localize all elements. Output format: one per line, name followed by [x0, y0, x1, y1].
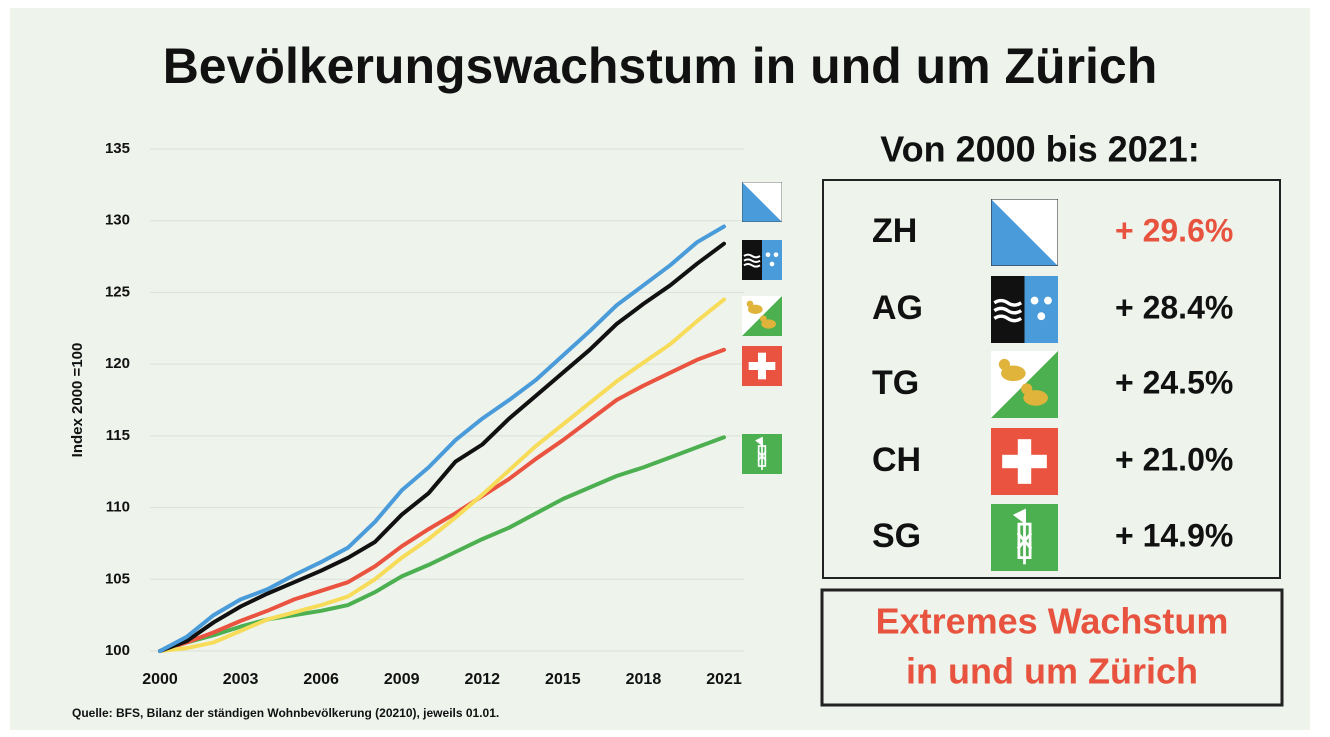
- flag-icon: [742, 296, 782, 336]
- footer-line: in und um Zürich: [906, 651, 1198, 692]
- source: Quelle: BFS, Bilanz der ständigen Wohnbe…: [72, 706, 499, 720]
- flag-icon: [742, 240, 782, 280]
- flag-icon: [991, 199, 1058, 266]
- line-series: [158, 241, 726, 653]
- x-tick-label: 2006: [303, 671, 339, 688]
- x-tick-label: 2018: [626, 671, 662, 688]
- growth-label: + 21.0%: [1115, 441, 1233, 477]
- legend-label: ZH: [872, 212, 917, 250]
- line-series: [158, 297, 726, 653]
- growth-label: + 14.9%: [1115, 517, 1233, 553]
- y-tick-label: 135: [105, 140, 130, 157]
- flag-icon: [991, 276, 1058, 343]
- panel-title: Von 2000 bis 2021:: [880, 129, 1200, 170]
- line-series: [158, 347, 726, 653]
- flag-icon: [991, 504, 1058, 571]
- y-tick-label: 125: [105, 283, 130, 300]
- x-tick-label: 2000: [142, 671, 178, 688]
- footer-box: [820, 588, 1284, 707]
- y-tick-label: 100: [105, 642, 130, 659]
- y-tick-label: 120: [105, 355, 130, 372]
- x-tick-label: 2021: [706, 671, 742, 688]
- y-tick-label: 130: [105, 212, 130, 229]
- growth-label: + 24.5%: [1115, 364, 1233, 400]
- line-series: [158, 224, 726, 653]
- x-tick-label: 2015: [545, 671, 581, 688]
- y-axis-label: Index 2000 =100: [69, 343, 86, 458]
- flag-icon: [991, 351, 1058, 418]
- x-tick-label: 2012: [464, 671, 500, 688]
- chart-title: Bevölkerungswachstum in und um Zürich: [163, 38, 1158, 94]
- x-tick-label: 2009: [384, 671, 420, 688]
- y-tick-label: 110: [106, 499, 130, 516]
- summary-box: [822, 179, 1281, 579]
- y-tick-label: 105: [105, 570, 130, 587]
- legend-label: SG: [872, 517, 921, 555]
- footer-line: Extremes Wachstum: [876, 601, 1229, 642]
- y-tick-label: 115: [106, 427, 130, 444]
- flag-icon: [991, 428, 1058, 495]
- flag-icon: [742, 434, 782, 474]
- growth-label: + 29.6%: [1115, 212, 1233, 248]
- x-tick-label: 2003: [223, 671, 259, 688]
- legend-label: AG: [872, 289, 923, 327]
- flag-icon: [742, 182, 782, 222]
- flag-icon: [742, 346, 782, 386]
- legend-label: CH: [872, 441, 921, 479]
- legend-label: TG: [872, 364, 919, 402]
- growth-label: + 28.4%: [1115, 289, 1233, 325]
